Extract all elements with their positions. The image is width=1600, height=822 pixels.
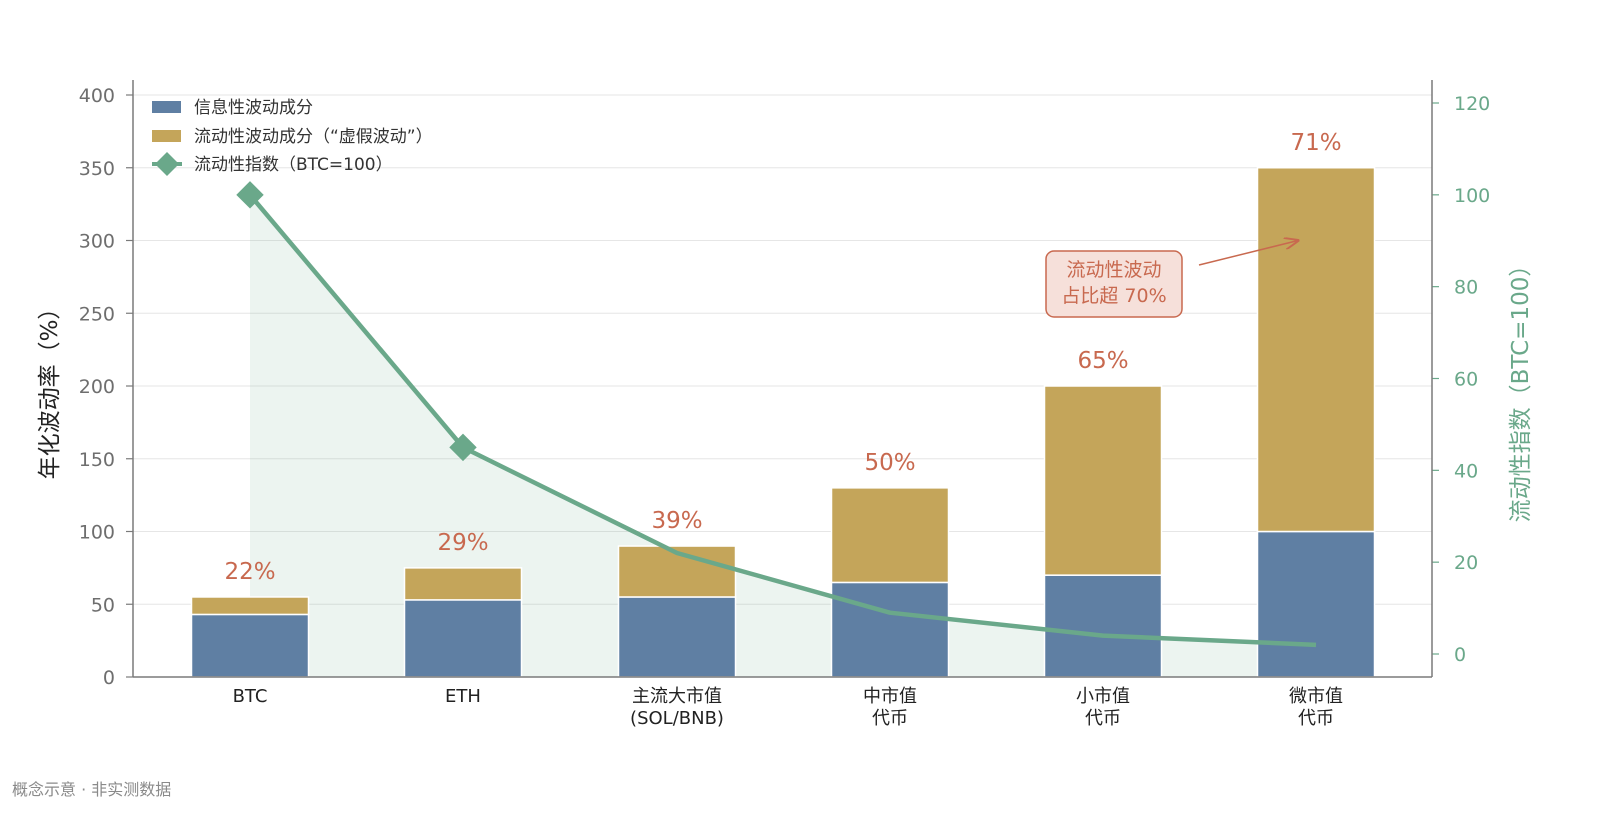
bar-pct-label: 39% — [651, 508, 702, 534]
y-tick-label: 300 — [79, 231, 115, 253]
liquidity-area — [250, 194, 1316, 678]
y-tick-label: 350 — [79, 158, 115, 180]
y-axis-title: 年化波动率（%） — [37, 297, 63, 480]
liquidity-marker — [236, 181, 264, 209]
legend-swatch-informational — [152, 101, 181, 113]
legend-label: 流动性指数（BTC=100） — [194, 155, 393, 175]
x-tick-label: (SOL/BNB) — [630, 708, 724, 729]
x-tick-label: ETH — [445, 686, 481, 707]
legend-label: 流动性波动成分（“虚假波动”） — [194, 127, 433, 147]
x-tick-label: 代币 — [872, 708, 908, 729]
legend-label: 信息性波动成分 — [194, 98, 313, 118]
annotation-arrow — [1198, 241, 1298, 266]
y-tick-label: 0 — [103, 667, 115, 689]
bar-informational — [403, 599, 523, 678]
y-tick-label: 50 — [91, 594, 115, 616]
y2-tick-label: 60 — [1454, 369, 1478, 391]
x-tick-label: 中市值 — [863, 686, 917, 707]
y-tick-label: 200 — [79, 376, 115, 398]
bar-liquidity — [190, 596, 310, 616]
bar-liquidity — [403, 567, 523, 601]
axes — [126, 80, 1439, 678]
y-tick-label: 100 — [79, 522, 115, 544]
bar-informational — [1256, 530, 1376, 678]
y2-axis-title: 流动性指数（BTC=100） — [1508, 254, 1534, 523]
bars — [190, 167, 1376, 678]
x-tick-label: 小市值 — [1076, 686, 1130, 707]
bar-pct-label: 22% — [224, 559, 275, 585]
bar-liquidity — [1043, 385, 1163, 576]
bar-liquidity — [830, 487, 950, 584]
bar-pct-label: 71% — [1290, 130, 1341, 156]
bar-pct-label: 65% — [1077, 348, 1128, 374]
bar-informational — [190, 613, 310, 678]
bar-pct-label: 50% — [864, 450, 915, 476]
bar-informational — [830, 581, 950, 678]
x-tick-label: BTC — [233, 686, 268, 707]
x-tick-label: 主流大市值 — [632, 686, 722, 707]
y2-tick-label: 40 — [1454, 460, 1478, 482]
bar-pct-label: 29% — [437, 530, 488, 556]
legend-swatch-liquidity — [152, 130, 181, 142]
footer-note: 概念示意 · 非实测数据 — [12, 780, 172, 799]
y2-tick-label: 0 — [1454, 644, 1466, 666]
y2-tick-label: 80 — [1454, 277, 1478, 299]
x-tick-label: 代币 — [1298, 708, 1334, 729]
y-tick-label: 250 — [79, 303, 115, 325]
y2-tick-label: 100 — [1454, 185, 1490, 207]
liquidity-line — [236, 181, 1317, 648]
bar-liquidity — [1256, 167, 1376, 533]
x-tick-label: 代币 — [1085, 708, 1121, 729]
y-tick-label: 400 — [79, 85, 115, 107]
liquidity-line-path — [248, 193, 1317, 648]
liquidity-marker — [449, 433, 477, 462]
y2-tick-label: 120 — [1454, 93, 1490, 115]
annotation-text: 流动性波动 — [1066, 259, 1161, 281]
labels: 0 50 100 150 200 250 300 350 400 0 20 40 60 80 100 120 2… — [37, 85, 1534, 729]
annotation-text: 占比超 70% — [1061, 285, 1166, 307]
annotation-box — [1045, 250, 1183, 318]
bar-informational — [1043, 574, 1163, 678]
legend-diamond-marker — [155, 152, 179, 176]
bar-informational — [617, 596, 737, 678]
liquidity-fill — [250, 194, 1316, 678]
x-tick-label: 微市值 — [1289, 686, 1343, 707]
y-tick-label: 150 — [79, 449, 115, 471]
y2-tick-label: 20 — [1454, 552, 1478, 574]
